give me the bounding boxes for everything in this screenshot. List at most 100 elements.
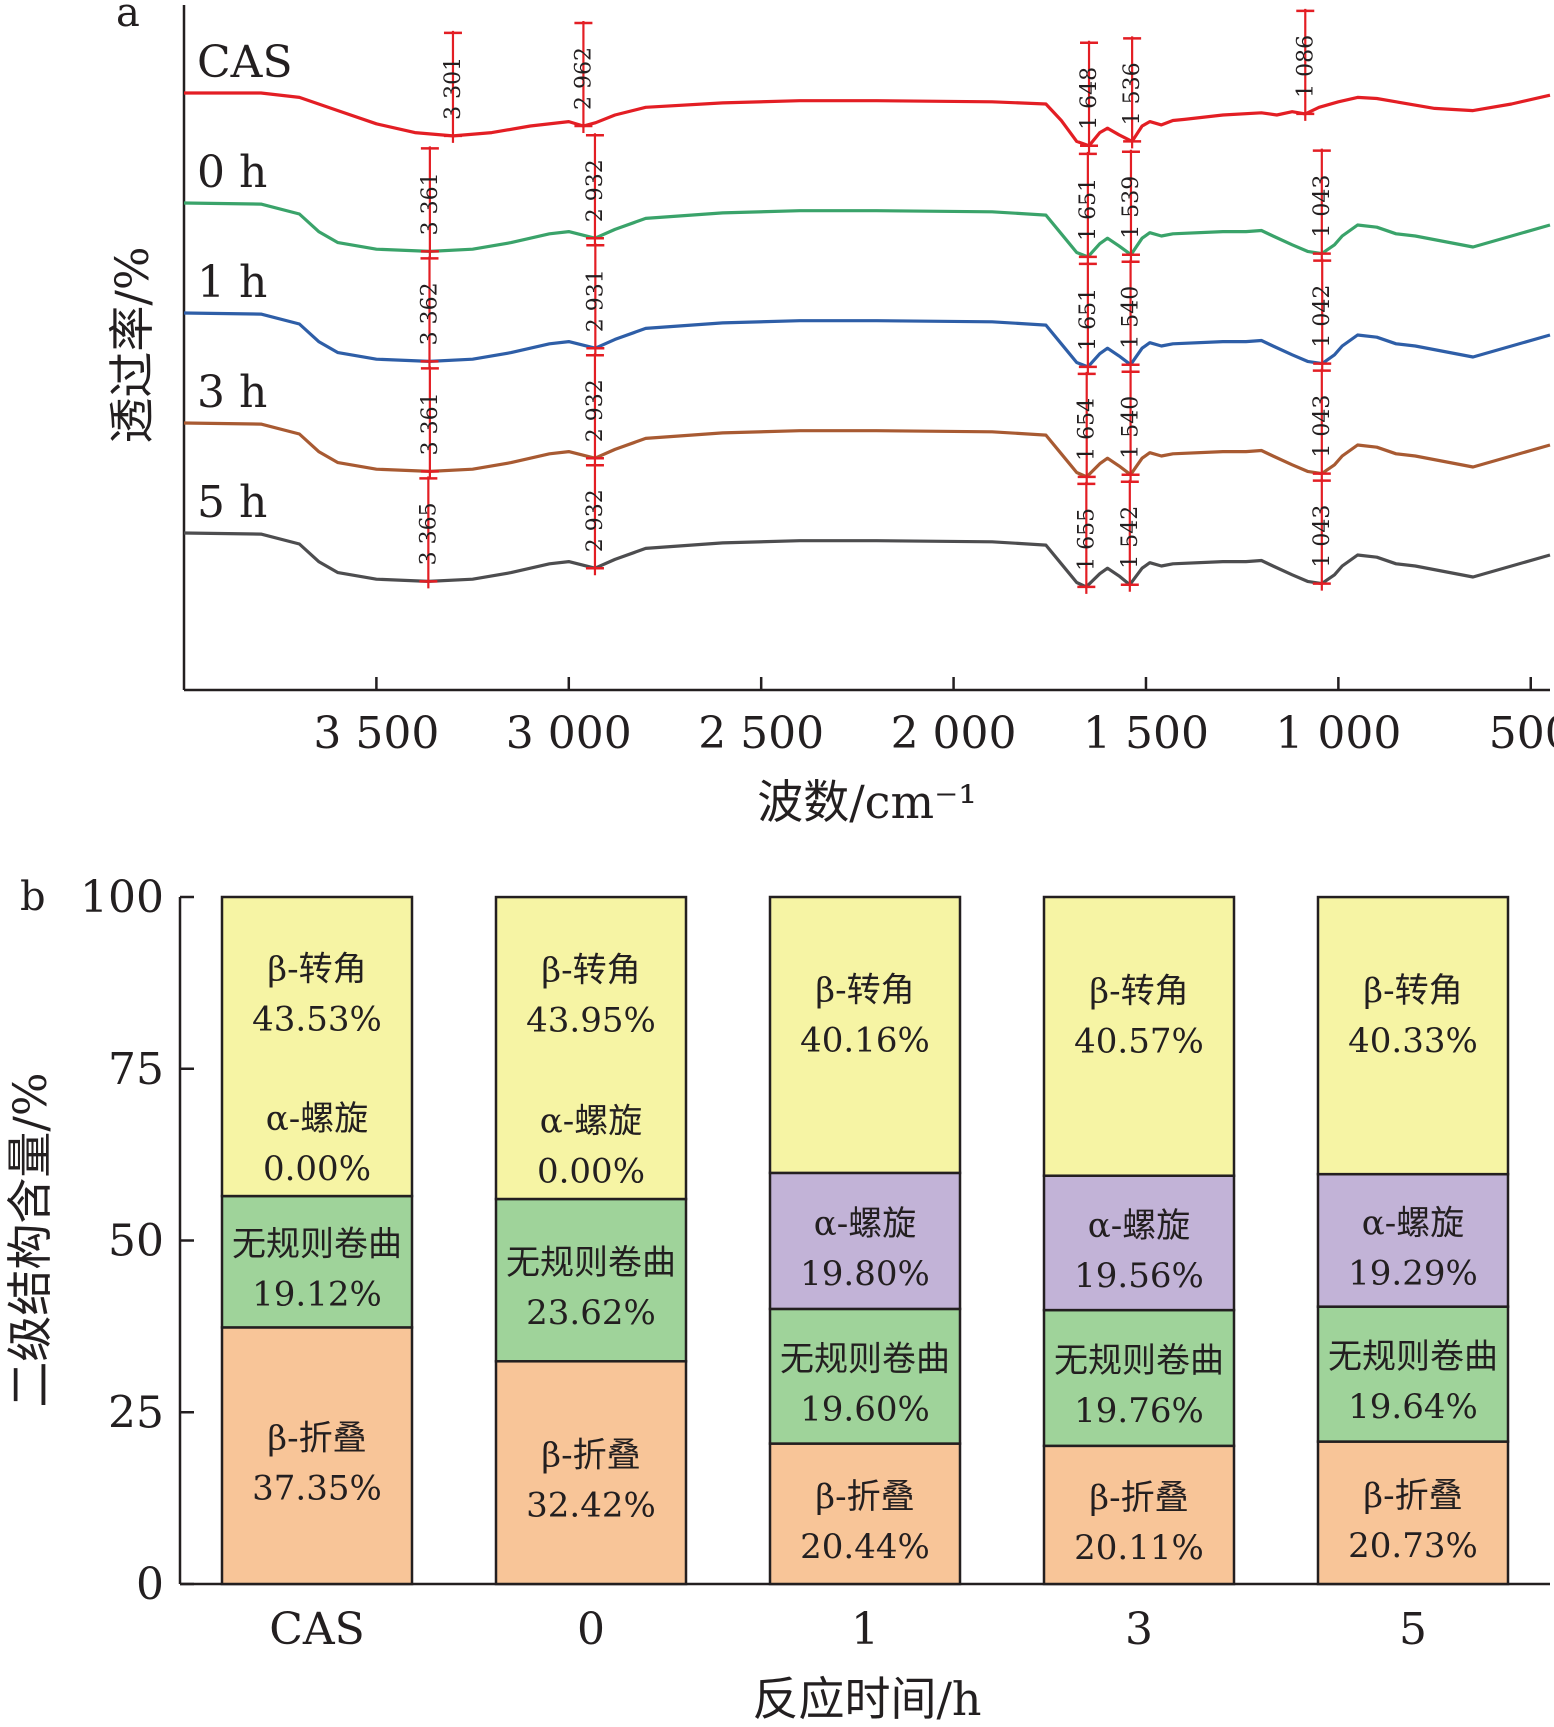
spectrum-label: 5 h bbox=[197, 477, 267, 528]
ftir-spectra-panel: 3 500 3 000 2 500 2 000 1 500 1 000 500 波数/cm⁻¹… bbox=[105, 0, 1554, 829]
bar-segment-value: 19.60% bbox=[800, 1389, 930, 1429]
peak-label: 1 043 bbox=[1310, 505, 1335, 568]
spectrum-label: 0 h bbox=[197, 147, 267, 198]
peak-label: 3 361 bbox=[418, 172, 443, 235]
peak-label: 1 043 bbox=[1310, 175, 1335, 238]
bar-segment-value: 40.33% bbox=[1348, 1021, 1478, 1061]
spectrum-label: 1 h bbox=[197, 257, 267, 308]
bar-segment-name: β-折叠 bbox=[267, 1419, 366, 1459]
bar-segment-value: 40.16% bbox=[800, 1020, 930, 1060]
peak-label: 1 043 bbox=[1310, 395, 1335, 458]
peak-label: 3 365 bbox=[416, 502, 441, 565]
bar-segment-value: 19.29% bbox=[1348, 1253, 1478, 1293]
x-tick-label: 2 000 bbox=[891, 708, 1017, 759]
peak-label: 3 301 bbox=[441, 57, 466, 120]
bar-segment-value: 23.62% bbox=[526, 1293, 656, 1333]
secondary-structure-panel: 0255075100反应时间/h二级结构含量/%bCASβ-折叠37.35%无规… bbox=[3, 872, 1550, 1726]
peak-label: 2 932 bbox=[583, 489, 608, 552]
spectrum-line bbox=[184, 91, 1551, 148]
bar-segment-name: β-转角 bbox=[1089, 971, 1188, 1011]
bar-segment bbox=[1316, 895, 1510, 1176]
bar-segment-value: 20.44% bbox=[800, 1527, 930, 1567]
bar-segment-value: 20.11% bbox=[1074, 1528, 1204, 1568]
bar-segment bbox=[1042, 895, 1236, 1177]
bar-segment-value: 20.73% bbox=[1348, 1526, 1478, 1566]
bar-segment bbox=[220, 1194, 414, 1329]
x-tick-label: 500 bbox=[1489, 708, 1554, 759]
bar-segment-value: 43.53% bbox=[252, 1000, 382, 1040]
bar-segment-name: β-折叠 bbox=[1363, 1476, 1462, 1516]
peak-label: 1 651 bbox=[1076, 288, 1101, 351]
bar-segment-value: 37.35% bbox=[252, 1469, 382, 1509]
y-tick-label: 75 bbox=[108, 1044, 164, 1095]
y-axis-title: 二级结构含量/% bbox=[3, 1072, 57, 1407]
bar-segment-name: α-螺旋 bbox=[1362, 1203, 1464, 1243]
y-tick-label: 100 bbox=[80, 872, 164, 923]
bar-segment bbox=[768, 1307, 962, 1445]
x-tick-label: 3 000 bbox=[506, 708, 632, 759]
bar-segment-name: β-折叠 bbox=[815, 1477, 914, 1517]
bar-segment-name: β-折叠 bbox=[541, 1436, 640, 1476]
peak-label: 1 654 bbox=[1075, 398, 1100, 461]
peak-label: 1 536 bbox=[1120, 62, 1145, 125]
bar-segment bbox=[220, 1326, 414, 1586]
bar-segment-value: 0.00% bbox=[537, 1152, 645, 1192]
x-axis-title: 波数/cm⁻¹ bbox=[757, 775, 977, 829]
panel-label-b: b bbox=[20, 874, 46, 920]
peak-label: 3 361 bbox=[418, 392, 443, 455]
peak-label: 2 931 bbox=[583, 269, 608, 332]
bar-segment-name: α-螺旋 bbox=[1088, 1206, 1190, 1246]
x-tick-label: 3 500 bbox=[313, 708, 439, 759]
bar-segment bbox=[220, 895, 414, 1198]
bar-segment-name: β-转角 bbox=[267, 950, 366, 990]
spectrum-line bbox=[183, 421, 1551, 479]
peak-label: 1 086 bbox=[1293, 35, 1318, 98]
peak-label: 2 962 bbox=[571, 47, 596, 110]
peak-label: 2 932 bbox=[583, 379, 608, 442]
bar-segment-value: 40.57% bbox=[1074, 1021, 1204, 1061]
y-tick-label: 50 bbox=[108, 1216, 164, 1267]
bar-segment-name: 无规则卷曲 bbox=[1328, 1337, 1498, 1377]
bar-segment-value: 32.42% bbox=[526, 1486, 656, 1526]
peak-label: 1 042 bbox=[1310, 285, 1335, 348]
bar-segment-name: 无规则卷曲 bbox=[506, 1243, 676, 1283]
bar-segment bbox=[1316, 1305, 1510, 1443]
x-tick-label: 1 000 bbox=[1275, 708, 1401, 759]
x-tick-label: 5 bbox=[1399, 1604, 1427, 1655]
bar-segment bbox=[494, 895, 688, 1201]
bar-segment-name: α-螺旋 bbox=[540, 1102, 642, 1142]
bar-segment-value: 19.64% bbox=[1348, 1387, 1478, 1427]
bar-segment-name: 无规则卷曲 bbox=[780, 1339, 950, 1379]
bar-segment-value: 19.12% bbox=[252, 1275, 382, 1315]
bar-segment-name: β-折叠 bbox=[1089, 1478, 1188, 1518]
bar-segment bbox=[768, 1442, 962, 1586]
spectrum-label: 3 h bbox=[197, 367, 267, 418]
spectrum-line bbox=[183, 311, 1551, 369]
x-tick-label: 0 bbox=[577, 1604, 605, 1655]
peak-label: 1 542 bbox=[1118, 506, 1143, 569]
x-tick-label: 1 500 bbox=[1083, 708, 1209, 759]
bar-segment-value: 0.00% bbox=[263, 1149, 371, 1189]
x-tick-label: 3 bbox=[1125, 1604, 1153, 1655]
spectrum-label: CAS bbox=[197, 37, 293, 88]
bar-segment-name: β-转角 bbox=[815, 970, 914, 1010]
peak-label: 1 648 bbox=[1077, 67, 1102, 130]
peak-label: 1 655 bbox=[1074, 508, 1099, 571]
x-axis-title: 反应时间/h bbox=[752, 1672, 981, 1726]
bar-segment bbox=[494, 1197, 688, 1363]
bar-segment-name: β-转角 bbox=[1363, 971, 1462, 1011]
bar-segment bbox=[1042, 1174, 1236, 1312]
bar-segment-value: 19.56% bbox=[1074, 1256, 1204, 1296]
bar-segment-name: 无规则卷曲 bbox=[232, 1225, 402, 1265]
bar-segment-name: α-螺旋 bbox=[266, 1099, 368, 1139]
bar-segment bbox=[768, 895, 962, 1175]
peak-label: 1 539 bbox=[1119, 176, 1144, 239]
peak-label: 1 651 bbox=[1076, 178, 1101, 241]
bar-segment-name: α-螺旋 bbox=[814, 1204, 916, 1244]
bar-segment-value: 19.80% bbox=[800, 1254, 930, 1294]
bar-segment-value: 43.95% bbox=[526, 1001, 656, 1041]
spectrum-line bbox=[183, 201, 1551, 259]
bar-segment-name: 无规则卷曲 bbox=[1054, 1341, 1224, 1381]
bar-segment bbox=[1316, 1440, 1510, 1586]
